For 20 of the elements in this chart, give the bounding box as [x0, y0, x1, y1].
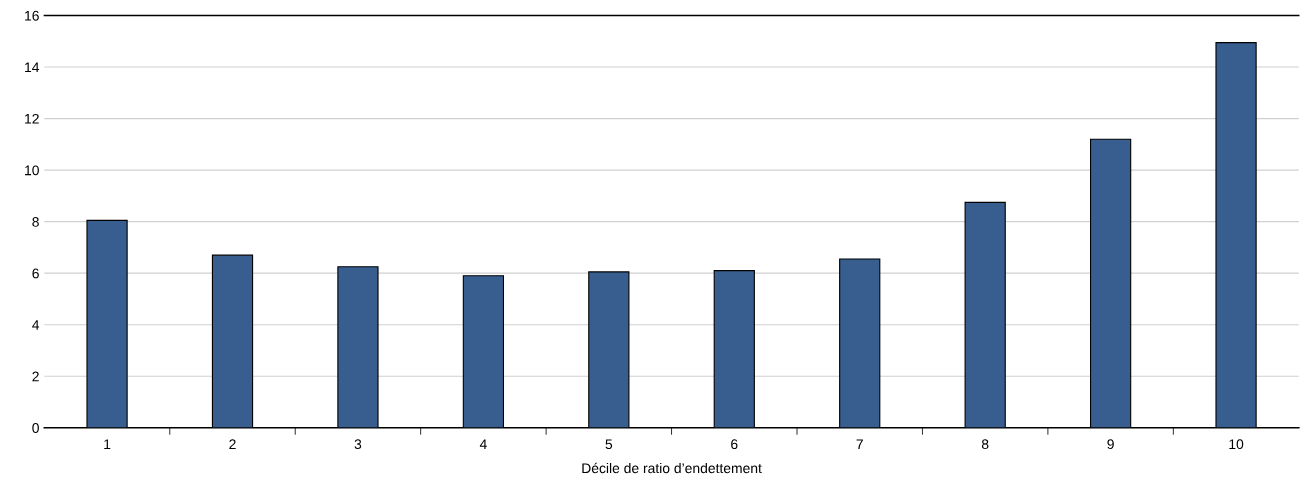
x-tick-label: 2: [229, 439, 236, 449]
y-tick-label: 8: [32, 216, 39, 227]
x-tick-label: 8: [981, 439, 989, 450]
x-tick-label: 1: [104, 439, 111, 449]
x-tick-label: 9: [1107, 439, 1114, 450]
x-tick-label: 6: [731, 439, 738, 450]
x-tick-label: 7: [856, 439, 863, 449]
y-tick-label: 14: [25, 62, 40, 73]
y-tick-label: 4: [32, 320, 40, 330]
y-tick-label: 16: [25, 10, 39, 21]
x-tick-label: 5: [605, 439, 613, 450]
x-tick-label: 3: [354, 439, 362, 450]
y-tick-label: 0: [32, 423, 39, 433]
y-tick-label: 6: [32, 268, 39, 279]
y-tick-label: 2: [32, 371, 39, 382]
x-tick-label: 4: [479, 439, 487, 449]
y-tick-label: 12: [25, 113, 39, 124]
x-axis-title: Décile de ratio d’endettement: [582, 462, 762, 474]
y-tick-label: 10: [25, 165, 39, 176]
x-tick-label: 10: [1229, 439, 1244, 450]
